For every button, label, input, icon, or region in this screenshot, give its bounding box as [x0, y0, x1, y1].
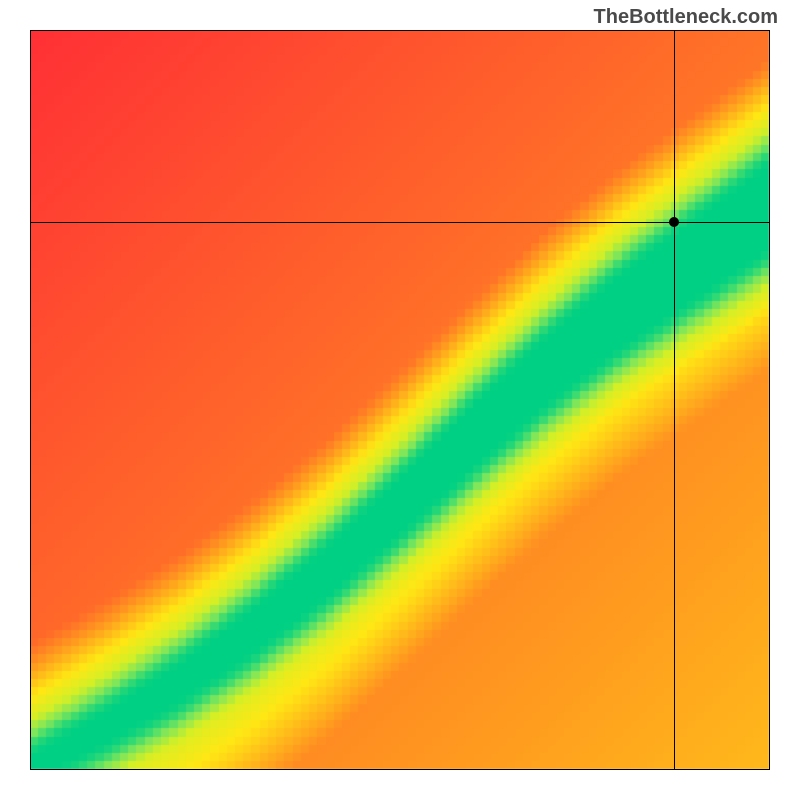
crosshair-marker: [669, 217, 679, 227]
heatmap-canvas: [30, 30, 770, 770]
site-watermark: TheBottleneck.com: [594, 6, 778, 29]
crosshair-vertical: [674, 30, 675, 770]
heatmap-plot: [30, 30, 770, 770]
crosshair-horizontal: [30, 222, 770, 223]
